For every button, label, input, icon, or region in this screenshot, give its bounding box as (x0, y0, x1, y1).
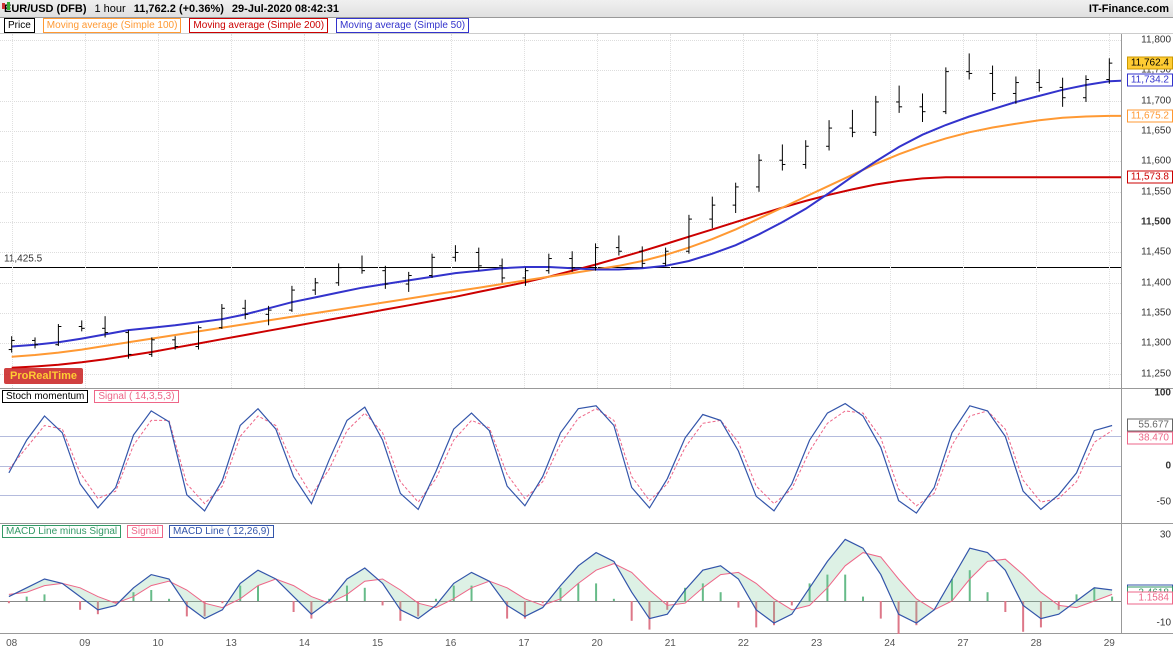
stoch-panel[interactable]: Stoch momentum Signal ( 14,3,5,3) -50 0 100… (0, 389, 1173, 524)
price-badge: 11,573.8 (1127, 171, 1173, 184)
macd-panel[interactable]: MACD Line minus Signal Signal MACD Line ( … (0, 524, 1173, 634)
price-ytick: 11,350 (1141, 308, 1171, 319)
price-ytick: 11,500 (1141, 217, 1171, 228)
stoch-y-axis: -50 0 100 55.67738.470 (1121, 389, 1173, 523)
macd-badge: 1.1584 (1127, 592, 1173, 605)
x-axis: 08 09 10 13 14 15 16 17 20 21 22 23 24 27 28 29 (0, 634, 1173, 658)
x-tick-label: 24 (884, 638, 895, 649)
macd-ytick: -10 (1157, 618, 1171, 629)
macd-legend: MACD Line minus Signal Signal MACD Line ( … (2, 525, 274, 538)
stoch-ytick: 0 (1165, 460, 1171, 471)
candle-icon (0, 0, 12, 12)
x-tick-label: 09 (79, 638, 90, 649)
legend-price: Price (4, 18, 35, 33)
symbol-label: EUR/USD (DFB) (4, 3, 87, 15)
macd-legend-item: MACD Line ( 12,26,9) (169, 525, 274, 538)
legend-ma100: Moving average (Simple 100) (43, 18, 182, 33)
price-ytick: 11,450 (1141, 247, 1171, 258)
x-tick-label: 16 (445, 638, 456, 649)
macd-legend-item: Signal (127, 525, 163, 538)
price-panel[interactable]: 11,425.5 11,25011,30011,35011,40011,4501… (0, 34, 1173, 389)
x-tick-label: 28 (1031, 638, 1042, 649)
x-tick-label: 20 (592, 638, 603, 649)
indicator-legend: Price Moving average (Simple 100) Moving… (0, 18, 1173, 34)
price-y-axis: 11,250 11,300 11,350 11,400 11,450 11,500 11,5… (1121, 34, 1173, 388)
price-ytick: 11,250 (1141, 368, 1171, 379)
x-tick-label: 27 (957, 638, 968, 649)
legend-ma50: Moving average (Simple 50) (336, 18, 469, 33)
macd-y-axis: -100304.62023.46181.1584 (1121, 524, 1173, 633)
x-tick-label: 14 (299, 638, 310, 649)
timeframe-label: 1 hour (95, 3, 126, 15)
price-ytick: 11,600 (1141, 156, 1171, 167)
price-ytick: 11,800 (1141, 35, 1171, 46)
price-plot[interactable]: 11,425.5 (0, 34, 1121, 388)
price-ytick: 11,300 (1141, 338, 1171, 349)
stoch-plot[interactable] (0, 389, 1121, 523)
macd-ytick: 30 (1160, 530, 1171, 541)
price-ytick: 11,400 (1141, 277, 1171, 288)
x-tick-label: 08 (6, 638, 17, 649)
price-label: 11,762.2 (+0.36%) (134, 3, 224, 15)
stoch-legend-item: Signal ( 14,3,5,3) (94, 390, 178, 403)
macd-plot[interactable] (0, 524, 1121, 633)
price-badge: 11,734.2 (1127, 73, 1173, 86)
legend-ma200: Moving average (Simple 200) (189, 18, 328, 33)
x-tick-label: 29 (1104, 638, 1115, 649)
stoch-ytick: 100 (1154, 387, 1171, 398)
stoch-badge: 38.470 (1127, 431, 1173, 444)
price-ytick: 11,650 (1141, 126, 1171, 137)
stoch-badge: 55.677 (1127, 418, 1173, 431)
x-tick-label: 17 (518, 638, 529, 649)
x-tick-label: 13 (226, 638, 237, 649)
x-tick-label: 22 (738, 638, 749, 649)
price-badge: 11,675.2 (1127, 109, 1173, 122)
macd-legend-item: MACD Line minus Signal (2, 525, 121, 538)
x-tick-label: 15 (372, 638, 383, 649)
price-ytick: 11,550 (1141, 186, 1171, 197)
timestamp-label: 29-Jul-2020 08:42:31 (232, 3, 339, 15)
stoch-legend-item: Stoch momentum (2, 390, 88, 403)
source-label: IT-Finance.com (1089, 3, 1169, 15)
x-tick-label: 23 (811, 638, 822, 649)
stoch-ytick: -50 (1157, 497, 1171, 508)
x-tick-label: 10 (152, 638, 163, 649)
chart-header: EUR/USD (DFB) 1 hour 11,762.2 (+0.36%) 2… (0, 0, 1173, 18)
stoch-legend: Stoch momentum Signal ( 14,3,5,3) (2, 390, 179, 403)
price-badge: 11,762.4 (1127, 56, 1173, 69)
price-ytick: 11,700 (1141, 95, 1171, 106)
watermark: ProRealTime (4, 368, 83, 384)
x-tick-label: 21 (665, 638, 676, 649)
